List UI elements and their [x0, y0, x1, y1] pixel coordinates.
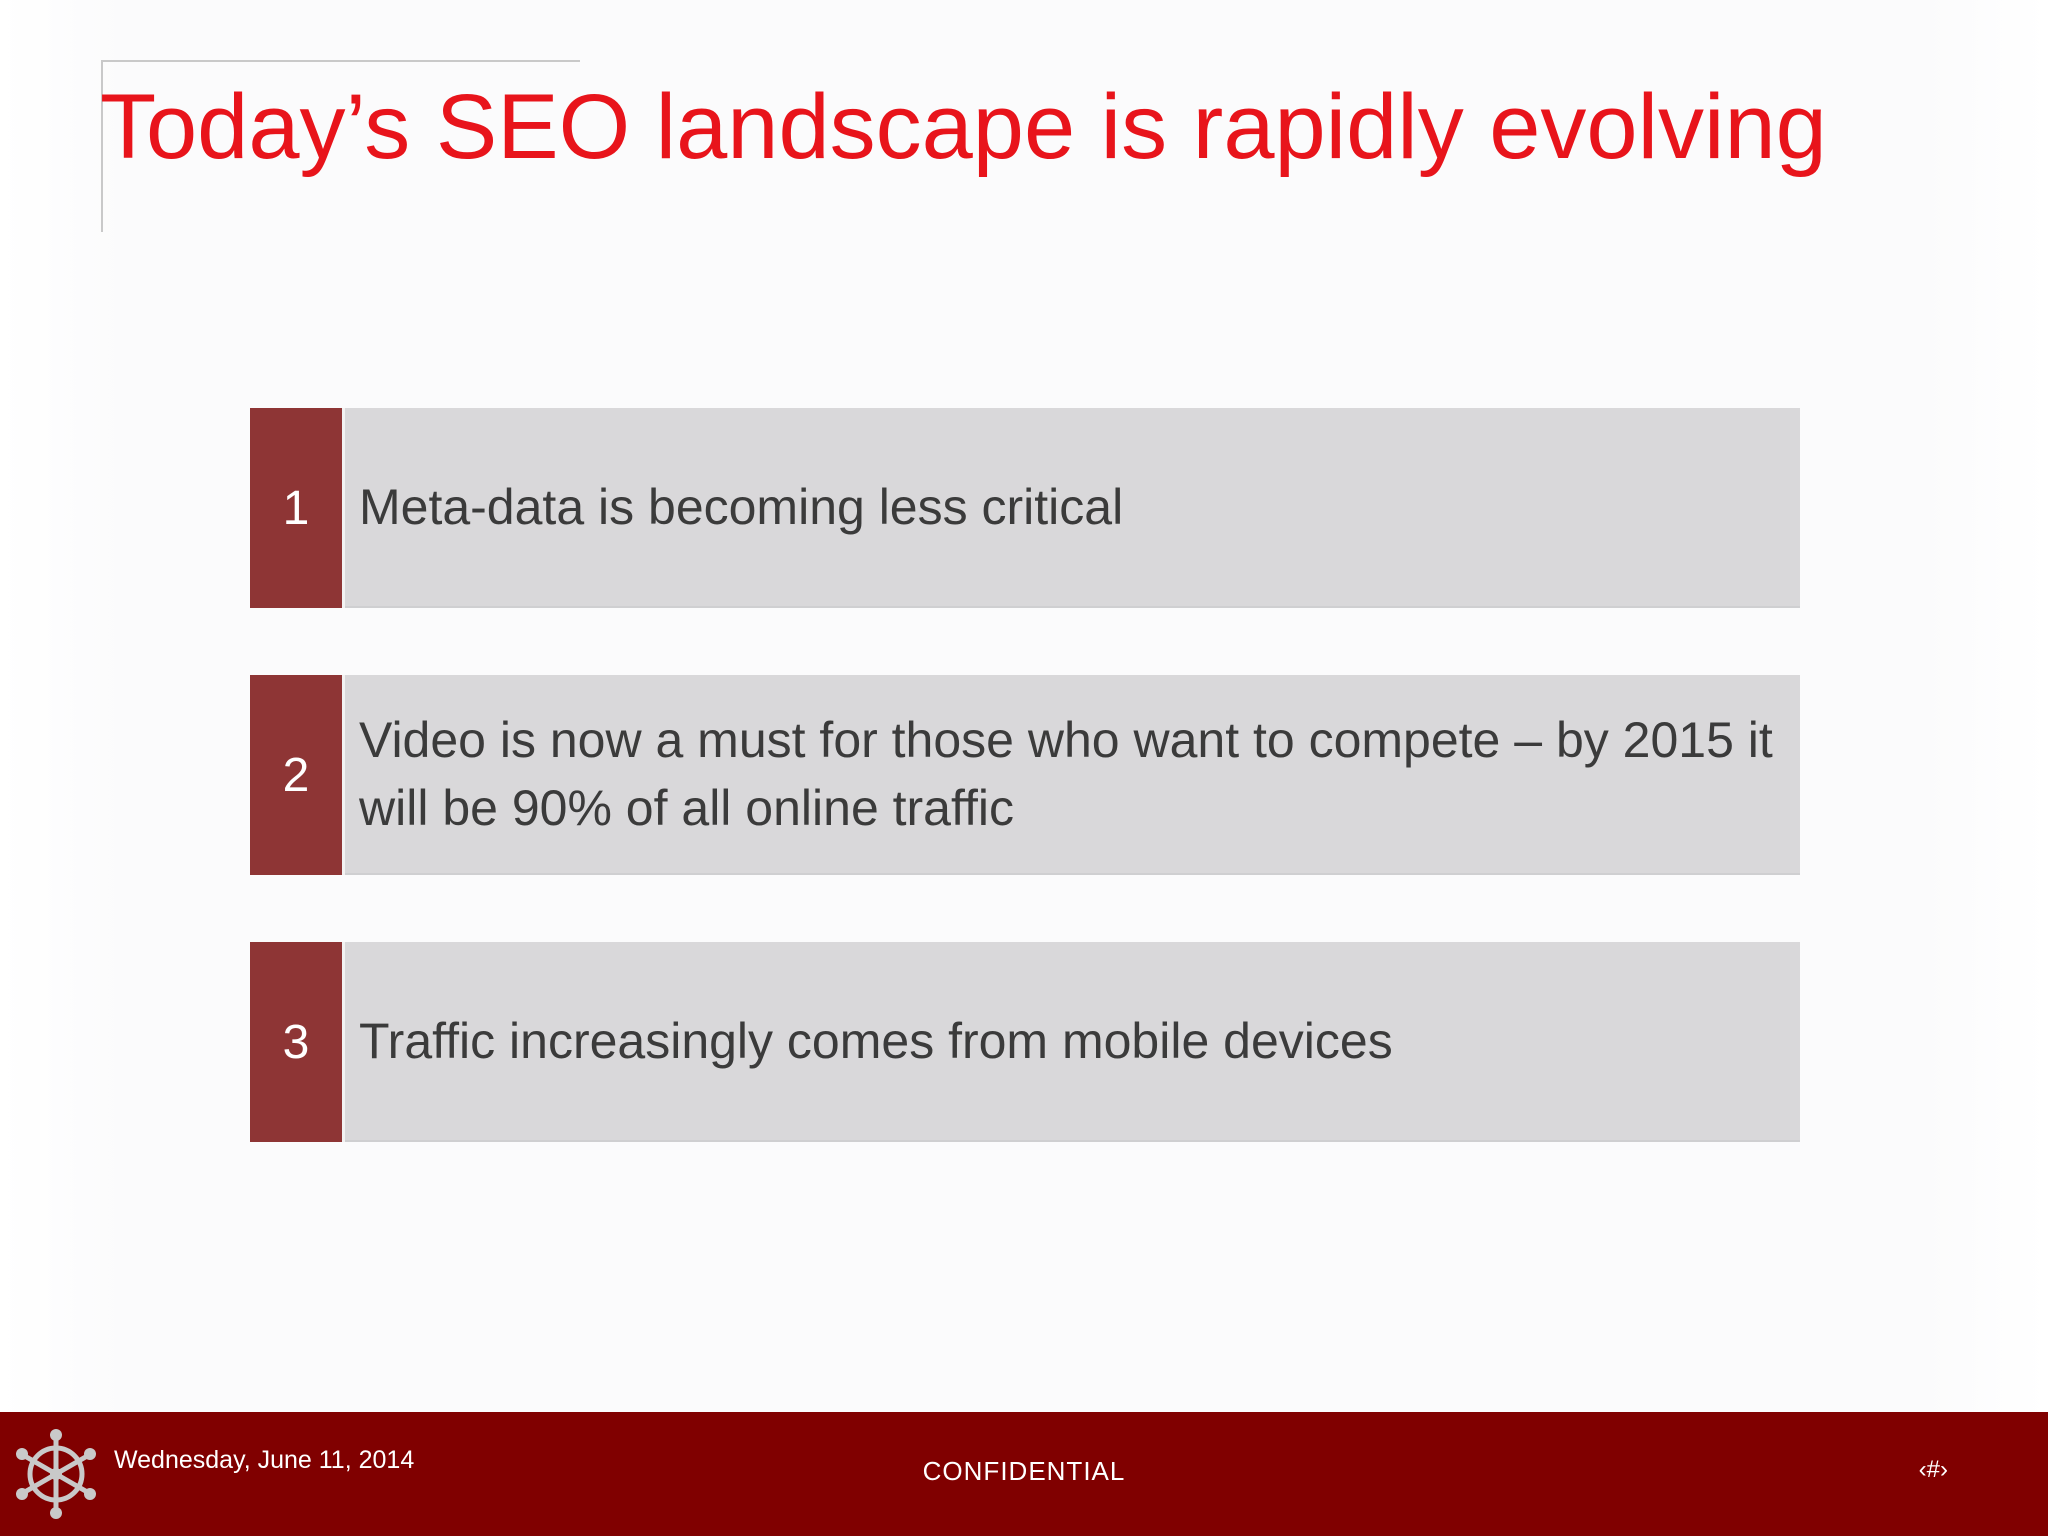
title-frame-left-line — [101, 60, 103, 232]
list-item-number: 1 — [250, 408, 345, 608]
list-item-3: 3 Traffic increasingly comes from mobile… — [250, 942, 1800, 1142]
list-item-text: Traffic increasingly comes from mobile d… — [359, 1013, 1393, 1069]
list-item-text: Meta-data is becoming less critical — [359, 479, 1124, 535]
title-frame-top-line — [102, 60, 580, 62]
list-item-text-box: Video is now a must for those who want t… — [345, 675, 1800, 875]
list-item-text-box: Meta-data is becoming less critical — [345, 408, 1800, 608]
slide-title: Today’s SEO landscape is rapidly evolvin… — [100, 76, 1827, 178]
list-item-text-box: Traffic increasingly comes from mobile d… — [345, 942, 1800, 1142]
footer-bar: Wednesday, June 11, 2014 CONFIDENTIAL ‹#… — [0, 1412, 2048, 1536]
footer-page-number: ‹#› — [1918, 1456, 1948, 1483]
snowflake-wheel-icon — [16, 1429, 96, 1519]
footer-confidential: CONFIDENTIAL — [922, 1456, 1126, 1486]
list-item-number: 2 — [250, 675, 345, 875]
list-item-text: Video is now a must for those who want t… — [359, 712, 1773, 836]
footer-date: Wednesday, June 11, 2014 — [114, 1446, 415, 1474]
list-item-number: 3 — [250, 942, 345, 1142]
list-item-1: 1 Meta-data is becoming less critical — [250, 408, 1800, 608]
list-item-2: 2 Video is now a must for those who want… — [250, 675, 1800, 875]
